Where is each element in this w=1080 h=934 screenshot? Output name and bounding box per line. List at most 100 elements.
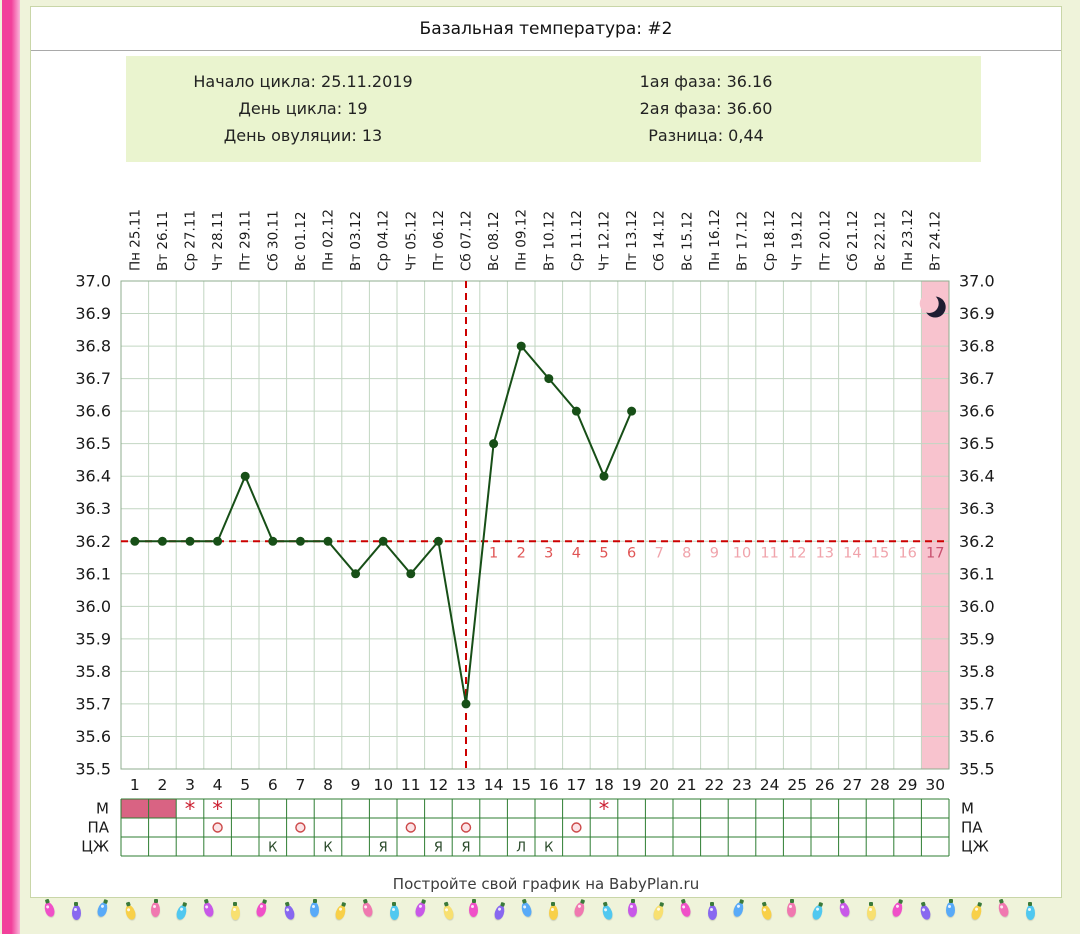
bbt-point bbox=[461, 699, 471, 709]
garland-bulb bbox=[123, 903, 137, 921]
dpo-numbers: 1 2 3 4 5 6 7 8 9 10 11 12 13 14 15 16 17 bbox=[489, 545, 944, 561]
date-label: Ср 18.12 bbox=[762, 210, 778, 271]
y-tick-left: 36.5 bbox=[75, 434, 111, 453]
garland-bulb bbox=[96, 900, 110, 919]
day-number: 16 bbox=[539, 776, 559, 794]
date-label: Сб 07.12 bbox=[459, 210, 475, 271]
day-number: 4 bbox=[213, 776, 223, 794]
y-tick-right: 36.4 bbox=[959, 467, 995, 486]
page-title: Базальная температура: #2 bbox=[31, 7, 1061, 51]
y-tick-right: 37.0 bbox=[959, 272, 995, 291]
garland-bulb bbox=[469, 899, 479, 917]
footer-text: Постройте свой график на BabyPlan.ru bbox=[392, 875, 700, 893]
garland-bulb bbox=[1025, 902, 1035, 920]
y-tick-left: 36.2 bbox=[75, 532, 111, 551]
y-axis-labels: 35.5 35.5 35.6 35.6 35.7 35.7 35.8 35.8 35.9 35.9… bbox=[75, 272, 994, 779]
garland-bulb bbox=[679, 900, 693, 919]
dpo-number: 17 bbox=[926, 545, 944, 561]
bbt-point bbox=[516, 341, 526, 351]
y-tick-right: 36.3 bbox=[959, 499, 995, 518]
y-tick-right: 35.6 bbox=[959, 727, 995, 746]
y-tick-left: 35.7 bbox=[75, 694, 111, 713]
bbt-point bbox=[378, 536, 388, 546]
date-label: Вт 26.11 bbox=[155, 211, 171, 271]
garland-bulb bbox=[174, 903, 188, 921]
day-number: 5 bbox=[240, 776, 250, 794]
y-tick-left: 36.1 bbox=[75, 564, 111, 583]
cj-letter: К bbox=[268, 841, 277, 856]
y-tick-left: 36.8 bbox=[75, 337, 111, 356]
garland-bulb bbox=[361, 900, 375, 919]
info-phase1-avg: 1ая фаза: 36.16 bbox=[639, 72, 773, 91]
garland-bulb bbox=[151, 899, 161, 917]
garland-bulb bbox=[628, 899, 638, 917]
dpo-number: 13 bbox=[816, 545, 834, 561]
y-tick-right: 35.9 bbox=[959, 629, 995, 648]
bbt-point bbox=[157, 536, 167, 546]
day-number: 24 bbox=[760, 776, 780, 794]
day-number: 26 bbox=[815, 776, 835, 794]
bbt-point bbox=[406, 569, 416, 579]
day-number: 21 bbox=[677, 776, 697, 794]
garland-bulb bbox=[732, 900, 746, 919]
day-number: 22 bbox=[705, 776, 725, 794]
pa-mark bbox=[571, 822, 582, 833]
day-number: 15 bbox=[511, 776, 531, 794]
y-tick-right: 36.8 bbox=[959, 337, 995, 356]
row-label-left: ЦЖ bbox=[81, 838, 109, 856]
garland-bulb bbox=[600, 903, 614, 921]
y-tick-left: 36.9 bbox=[75, 304, 111, 323]
grid bbox=[120, 280, 950, 770]
spotting-asterisk: * bbox=[212, 797, 223, 821]
y-tick-right: 36.0 bbox=[959, 597, 995, 616]
date-label: Вс 08.12 bbox=[486, 211, 502, 271]
garland-bulb bbox=[707, 902, 717, 920]
date-label: Пн 02.12 bbox=[321, 209, 337, 271]
garland-bulb bbox=[997, 900, 1011, 919]
bbt-point bbox=[571, 406, 581, 416]
date-label: Пн 16.12 bbox=[707, 209, 723, 271]
day-number: 8 bbox=[323, 776, 333, 794]
dpo-number: 3 bbox=[544, 545, 553, 561]
cj-letter: Я bbox=[379, 841, 388, 856]
dpo-number: 7 bbox=[655, 545, 664, 561]
date-label: Пн 23.12 bbox=[900, 209, 916, 271]
y-tick-right: 36.9 bbox=[959, 304, 995, 323]
dpo-number: 5 bbox=[599, 545, 608, 561]
y-tick-right: 35.5 bbox=[959, 759, 995, 778]
pa-mark bbox=[405, 822, 416, 833]
day-number: 10 bbox=[373, 776, 393, 794]
bbt-point bbox=[130, 536, 140, 546]
day-number: 3 bbox=[185, 776, 195, 794]
y-tick-left: 35.6 bbox=[75, 727, 111, 746]
date-label: Пт 20.12 bbox=[817, 210, 833, 271]
garland-bulb bbox=[255, 900, 269, 919]
y-tick-left: 36.4 bbox=[75, 467, 111, 486]
date-label: Сб 14.12 bbox=[652, 210, 668, 271]
day-number: 27 bbox=[843, 776, 863, 794]
day-number: 7 bbox=[295, 776, 305, 794]
pa-mark bbox=[212, 822, 223, 833]
day-number: 9 bbox=[351, 776, 361, 794]
dpo-number: 16 bbox=[898, 545, 916, 561]
dpo-number: 12 bbox=[788, 545, 806, 561]
dpo-number: 8 bbox=[682, 545, 691, 561]
day-number: 1 bbox=[130, 776, 140, 794]
menstruation-cell bbox=[121, 799, 149, 818]
cycle-info-left: Начало цикла: 25.11.2019 День цикла: 19 … bbox=[136, 68, 470, 149]
cj-letter: Я bbox=[461, 841, 470, 856]
y-tick-right: 36.1 bbox=[959, 564, 995, 583]
garland-bulb bbox=[310, 899, 320, 917]
date-label: Пн 25.11 bbox=[127, 209, 143, 271]
garland-bulb bbox=[810, 903, 824, 921]
garland-bulb bbox=[230, 902, 240, 920]
bbt-point bbox=[185, 536, 195, 546]
info-cycle-day: День цикла: 19 bbox=[238, 99, 368, 118]
garland-bulb bbox=[492, 903, 506, 921]
day-number: 13 bbox=[456, 776, 476, 794]
bbt-chart: 35.5 35.5 35.6 35.6 35.7 35.7 35.8 35.8 35.9 35.9… bbox=[75, 209, 995, 857]
day-number: 19 bbox=[622, 776, 642, 794]
day-number: 17 bbox=[567, 776, 587, 794]
day-number: 6 bbox=[268, 776, 278, 794]
chart-panel: Базальная температура: #2 Начало цикла: … bbox=[30, 6, 1062, 898]
